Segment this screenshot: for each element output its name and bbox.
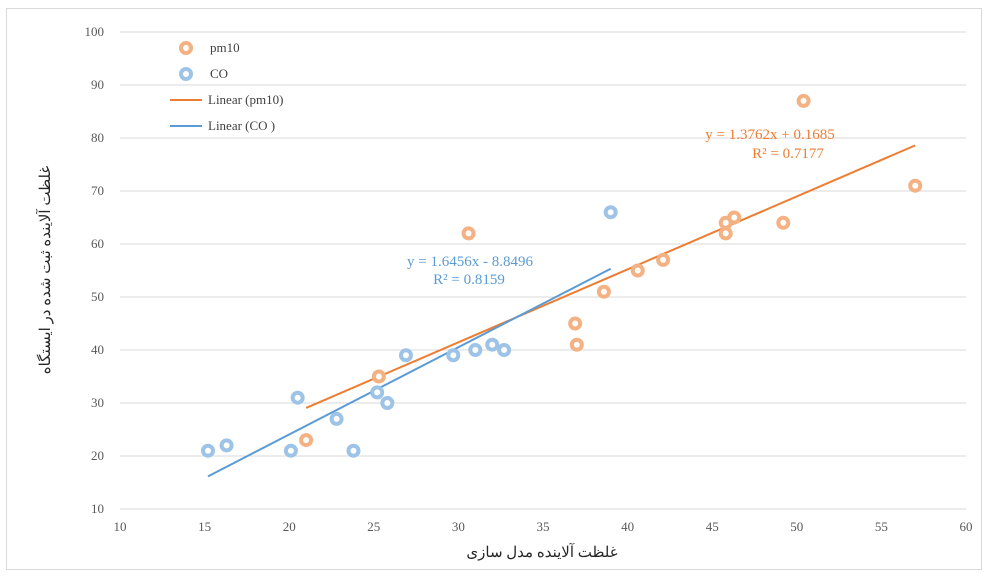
y-axis-title: غلظت آلاینده ثبت شده در ایستگاه [36,166,54,375]
y-tick-label-30: 30 [91,395,104,410]
r2-pm10: R² = 0.7177 [752,146,824,162]
x-tick-label-60: 60 [960,519,973,534]
trendline-CO [207,267,612,478]
trendlines [207,144,916,478]
point-co-10 [468,343,483,357]
gridlines [120,31,966,510]
point-pm10-3 [568,316,583,331]
point-co-2 [283,443,298,458]
point-pm10-7 [656,252,671,267]
legend-label-pm10: pm10 [210,40,240,55]
x-tick-label-40: 40 [621,519,634,534]
legend: pm10 CO Linear (pm10) Linear (CO ) [170,40,283,133]
point-co-0 [200,443,215,458]
point-pm10-6 [630,263,645,278]
x-tick-label-50: 50 [790,519,803,534]
point-co-3 [290,390,305,405]
point-co-4 [329,411,344,426]
trendline-pm10 [305,144,916,409]
equation-co: y = 1.6456x - 8.8496 [407,254,533,270]
point-pm10-9 [718,226,733,241]
point-co-12 [497,343,512,357]
equation-pm10: y = 1.3762x + 0.1685 [705,127,834,143]
legend-marker-co [179,67,193,81]
point-pm10-10 [727,210,742,225]
x-tick-label-45: 45 [706,519,719,534]
x-axis-title: غلظت آلاینده مدل سازی [466,543,617,561]
tick-labels: 10 20 30 40 50 60 70 80 90 100 10 15 20 25 30 35 40 45 50 5… [85,24,973,534]
legend-marker-pm10 [179,41,193,55]
point-co-1 [219,438,234,453]
point-pm10-5 [596,284,611,299]
x-tick-label-15: 15 [198,519,211,534]
point-co-6 [370,385,385,400]
y-tick-label-10: 10 [91,501,104,516]
legend-label-co: CO [210,66,228,81]
point-co-9 [446,348,461,363]
point-co-8 [398,348,413,363]
x-tick-label-35: 35 [537,519,550,534]
point-co-11 [485,337,500,352]
point-pm10-13 [908,178,923,193]
x-tick-label-55: 55 [875,519,888,534]
data-points [200,93,923,458]
point-pm10-2 [461,226,476,241]
point-pm10-0 [299,433,314,448]
point-co-13 [603,205,618,220]
legend-label-linear-co: Linear (CO ) [208,118,275,133]
y-tick-label-70: 70 [91,183,104,198]
point-co-7 [380,396,395,410]
x-tick-label-30: 30 [452,519,465,534]
point-co-5 [346,443,361,458]
x-tick-label-25: 25 [367,519,380,534]
y-tick-label-80: 80 [91,130,104,145]
y-tick-label-100: 100 [85,24,105,39]
x-tick-label-20: 20 [283,519,296,534]
legend-label-linear-pm10: Linear (pm10) [208,92,283,107]
point-pm10-1 [371,369,386,384]
point-pm10-12 [796,93,811,108]
y-tick-label-60: 60 [91,236,104,251]
point-pm10-11 [776,215,791,230]
y-tick-label-50: 50 [91,289,104,304]
chart-frame [6,8,982,570]
x-tick-label-10: 10 [114,519,127,534]
y-tick-label-20: 20 [91,448,104,463]
point-pm10-4 [569,337,584,352]
r2-co: R² = 0.8159 [433,272,505,288]
y-tick-label-40: 40 [91,342,104,357]
y-tick-label-90: 90 [91,77,104,92]
